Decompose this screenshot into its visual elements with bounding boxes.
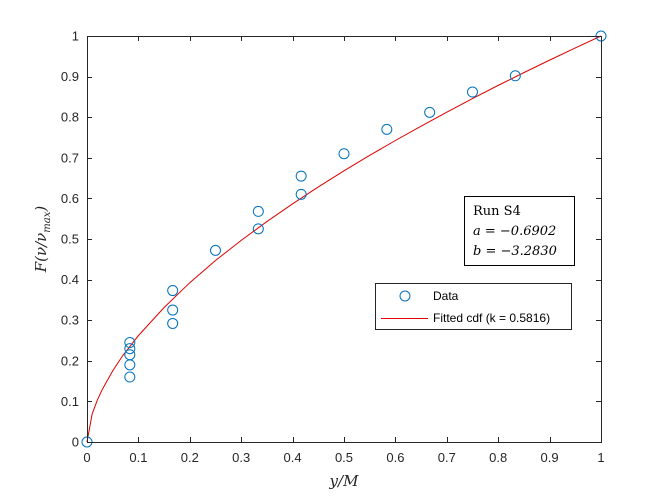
y-tick-label: 0.1 <box>61 394 79 409</box>
y-tick-label: 0.8 <box>61 110 79 125</box>
y-tick-label: 0.3 <box>61 313 79 328</box>
y-tick-label: 0.6 <box>61 191 79 206</box>
annotation-box: Run S4 a = −0.6902 b = −3.2830 <box>464 196 575 266</box>
x-axis: 0 0.1 0.2 0.3 0.4 0.5 0.6 0.7 0.8 0.9 1 <box>83 36 605 465</box>
legend-label-fit: Fitted cdf (k = 0.5816) <box>433 311 550 325</box>
legend-label-data: Data <box>433 289 459 303</box>
data-point <box>124 337 136 349</box>
data-point <box>467 86 478 98</box>
fit-line <box>86 35 602 443</box>
annotation-title: Run S4 <box>473 204 521 219</box>
x-tick-label: 0.7 <box>438 450 456 465</box>
y-tick-label: 0.5 <box>61 232 79 247</box>
data-point <box>295 170 307 182</box>
y-tick-label: 1 <box>72 29 79 44</box>
y-tick-label: 0.7 <box>61 150 79 165</box>
data-point <box>124 343 136 355</box>
annotation-frame <box>464 196 575 266</box>
x-tick-label: 0.6 <box>386 450 404 465</box>
data-point <box>167 285 179 297</box>
x-axis-label: y/M <box>329 472 360 490</box>
y-axis-label-subscript: max <box>42 211 53 232</box>
data-point <box>509 70 521 82</box>
data-point <box>424 106 436 118</box>
x-tick-label: 0.3 <box>232 450 250 465</box>
y-axis-label-close: ) <box>32 206 50 213</box>
x-tick-label: 0 <box>83 450 90 465</box>
x-tick-label: 0.9 <box>541 450 559 465</box>
data-point <box>124 371 136 383</box>
data-point <box>210 244 221 256</box>
annotation-param-b: b = −3.2830 <box>473 244 557 259</box>
x-tick-label: 0.5 <box>335 450 353 465</box>
y-tick-label: 0.2 <box>61 353 79 368</box>
y-tick-label: 0 <box>72 435 79 450</box>
data-point <box>167 317 179 329</box>
y-axis-label-base: F(ν/ν <box>32 233 50 274</box>
legend-marker-data <box>399 290 411 302</box>
data-point <box>381 123 393 135</box>
x-tick-label: 1 <box>597 450 604 465</box>
y-axis-label: F(ν/νmax) <box>32 206 53 274</box>
y-axis: 0 0.1 0.2 0.3 0.4 0.5 0.6 0.7 0.8 0.9 1 <box>61 29 601 450</box>
data-point <box>252 205 264 217</box>
x-tick-label: 0.8 <box>489 450 507 465</box>
data-point <box>252 223 264 235</box>
annotation-param-a: a = −0.6902 <box>473 224 556 239</box>
data-point <box>167 304 179 316</box>
legend-frame <box>375 283 572 330</box>
y-tick-label: 0.9 <box>61 69 79 84</box>
y-tick-label: 0.4 <box>61 272 79 287</box>
legend: Data Fitted cdf (k = 0.5816) <box>375 283 572 330</box>
data-markers-layer <box>81 30 607 448</box>
x-tick-label: 0.2 <box>181 450 199 465</box>
x-tick-label: 0.4 <box>284 450 302 465</box>
data-point <box>338 148 350 160</box>
x-tick-label: 0.1 <box>129 450 147 465</box>
fit-line-layer <box>86 35 602 443</box>
data-point <box>124 359 136 371</box>
data-point <box>295 188 307 200</box>
